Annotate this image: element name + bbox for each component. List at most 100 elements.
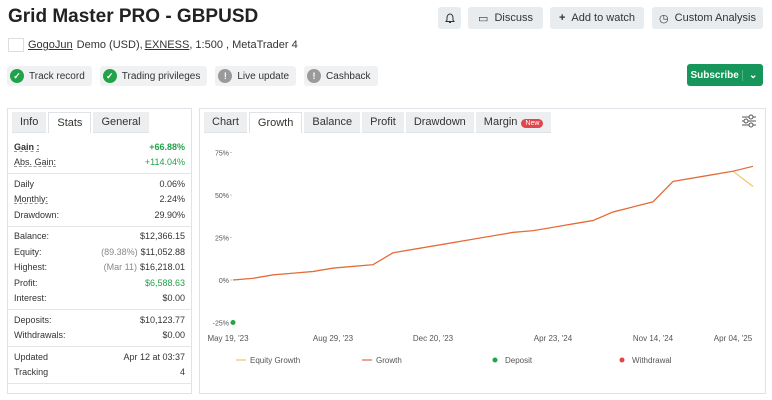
legend-label: Deposit — [505, 356, 533, 365]
details: , 1:500 , MetaTrader 4 — [189, 39, 298, 51]
watch-button[interactable]: + Add to watch — [550, 7, 644, 29]
stat-value-wrap: $6,588.63 — [145, 278, 185, 288]
button-label: Discuss — [494, 12, 533, 24]
stat-value-wrap: $0.00 — [162, 330, 185, 340]
tab[interactable]: Stats — [48, 112, 92, 133]
stats-row: Updated Apr 12 at 03:37 — [8, 349, 191, 365]
tab-label: Stats — [57, 117, 83, 129]
tab[interactable]: Profit — [362, 112, 404, 133]
logo — [8, 38, 24, 52]
stat-value: 0.06% — [159, 178, 185, 189]
stat-value: +114.04% — [144, 157, 185, 168]
new-badge: New — [521, 119, 544, 128]
tab[interactable]: Margin New — [475, 112, 552, 133]
stat-label: Tracking — [14, 367, 49, 378]
stats-row: Gain : +66.88% — [8, 139, 191, 155]
stats-tabs: Info Stats General — [12, 112, 187, 133]
stat-value: $16,218.01 — [139, 262, 185, 273]
stat-value-wrap: (89.38%) $11,052.88 — [101, 247, 185, 257]
tab[interactable]: Chart — [204, 112, 247, 133]
badge-label: Live update — [237, 70, 290, 82]
stat-value: 2.24% — [159, 194, 185, 205]
stat-value-wrap: 4 — [180, 367, 185, 377]
tab[interactable]: Info — [12, 112, 47, 133]
y-tick-label: -25% — [213, 321, 229, 328]
tab-label: Balance — [312, 116, 353, 128]
settings-icon[interactable] — [741, 114, 757, 128]
stats-group: Daily 0.06% Monthly: 2.24% Drawdown: 29.90% — [8, 174, 191, 227]
subscribe-button[interactable]: Subscribe ⌄ — [687, 64, 763, 86]
stat-value: $0.00 — [162, 330, 185, 341]
badge-label: Cashback — [326, 70, 371, 82]
stat-value-wrap: $12,366.15 — [140, 231, 185, 241]
stats-list: Gain : +66.88% Abs. Gain: +114.04% Daily 0.06… — [8, 137, 191, 384]
stats-row: Profit: $6,588.63 — [8, 275, 191, 291]
stat-value: Apr 12 at 03:37 — [123, 351, 185, 362]
tab-label: General — [101, 116, 141, 128]
subscribe-label: Subscribe — [690, 69, 739, 81]
analysis-button[interactable]: ◷ Custom Analysis — [652, 7, 763, 29]
stats-panel: Info Stats General Gain : +66.88% Abs. Gain:… — [7, 108, 192, 394]
stat-value: $12,366.15 — [139, 231, 185, 242]
legend-label: Withdrawal — [632, 356, 672, 365]
stat-label: Deposits: — [14, 314, 52, 325]
chart-panel: Chart Growth Balance Profit Drawdown Margin Ne… — [199, 108, 766, 394]
account-line: GogoJun Demo (USD), EXNESS, 1:500 , MetaT… — [8, 38, 298, 52]
stat-note: (89.38%) — [101, 246, 138, 257]
info-icon: ! — [218, 69, 233, 83]
tab[interactable]: Drawdown — [405, 112, 474, 133]
stat-note: (Mar 11) — [103, 262, 137, 273]
stat-label: Equity: — [14, 246, 42, 257]
stats-group: Balance: $12,366.15 Equity: (89.38%) $11,052… — [8, 227, 191, 310]
series-line — [232, 170, 754, 281]
title: Grid Master PRO - GBPUSD — [8, 6, 259, 27]
series-dot — [230, 320, 236, 325]
stats-row: Equity: (89.38%) $11,052.88 — [8, 244, 191, 260]
broker[interactable]: EXNESS — [144, 39, 190, 51]
tab-label: Drawdown — [413, 116, 466, 128]
x-tick-label: Aug 29, '23 — [313, 334, 354, 343]
stat-label: Withdrawals: — [14, 330, 66, 341]
stat-label: Abs. Gain: — [14, 157, 57, 168]
stat-label: Daily — [14, 178, 35, 189]
stat-value: $6,588.63 — [144, 277, 185, 288]
stats-row: Balance: $12,366.15 — [8, 229, 191, 245]
legend-dot — [492, 357, 498, 363]
stat-value: $10,123.77 — [139, 314, 185, 325]
badge-label: Trading privileges — [121, 70, 201, 82]
tab[interactable]: Growth — [248, 112, 303, 133]
badge: ✓ Track record — [7, 66, 92, 86]
tab-label: Growth — [257, 117, 294, 129]
stats-row: Deposits: $10,123.77 — [8, 312, 191, 328]
tab[interactable]: General — [93, 112, 149, 133]
legend-label: Growth — [376, 356, 402, 365]
tab-label: Chart — [212, 116, 239, 128]
stat-value-wrap: 0.06% — [159, 179, 185, 189]
legend-label: Equity Growth — [250, 356, 300, 365]
owner[interactable]: GogoJun — [28, 39, 73, 51]
stat-value-wrap: (Mar 11) $16,218.01 — [104, 262, 185, 272]
details: Demo (USD), — [76, 39, 143, 51]
button-label: Add to watch — [571, 12, 636, 24]
check-icon: ✓ — [10, 69, 24, 83]
stat-value: 29.90% — [154, 209, 185, 220]
stat-value: $0.00 — [162, 293, 185, 304]
y-tick-label: 25% — [215, 236, 229, 243]
bell-button[interactable] — [438, 7, 461, 29]
info-icon: ! — [307, 69, 322, 83]
stat-label: Updated — [14, 351, 49, 362]
x-tick-label: Apr 04, '25 — [714, 334, 753, 343]
discuss-button[interactable]: ▭ Discuss — [468, 7, 543, 29]
badge: ! Live update — [215, 66, 297, 86]
stat-value: 4 — [179, 367, 185, 378]
stats-group: Gain : +66.88% Abs. Gain: +114.04% — [8, 137, 191, 174]
button-label: Custom Analysis — [674, 12, 756, 24]
tab[interactable]: Balance — [304, 112, 361, 133]
stats-row: Drawdown: 29.90% — [8, 207, 191, 223]
stat-label: Profit: — [14, 277, 38, 288]
stat-value-wrap: +114.04% — [145, 157, 185, 167]
stat-value-wrap: 29.90% — [154, 210, 185, 220]
stats-row: Interest: $0.00 — [8, 291, 191, 307]
